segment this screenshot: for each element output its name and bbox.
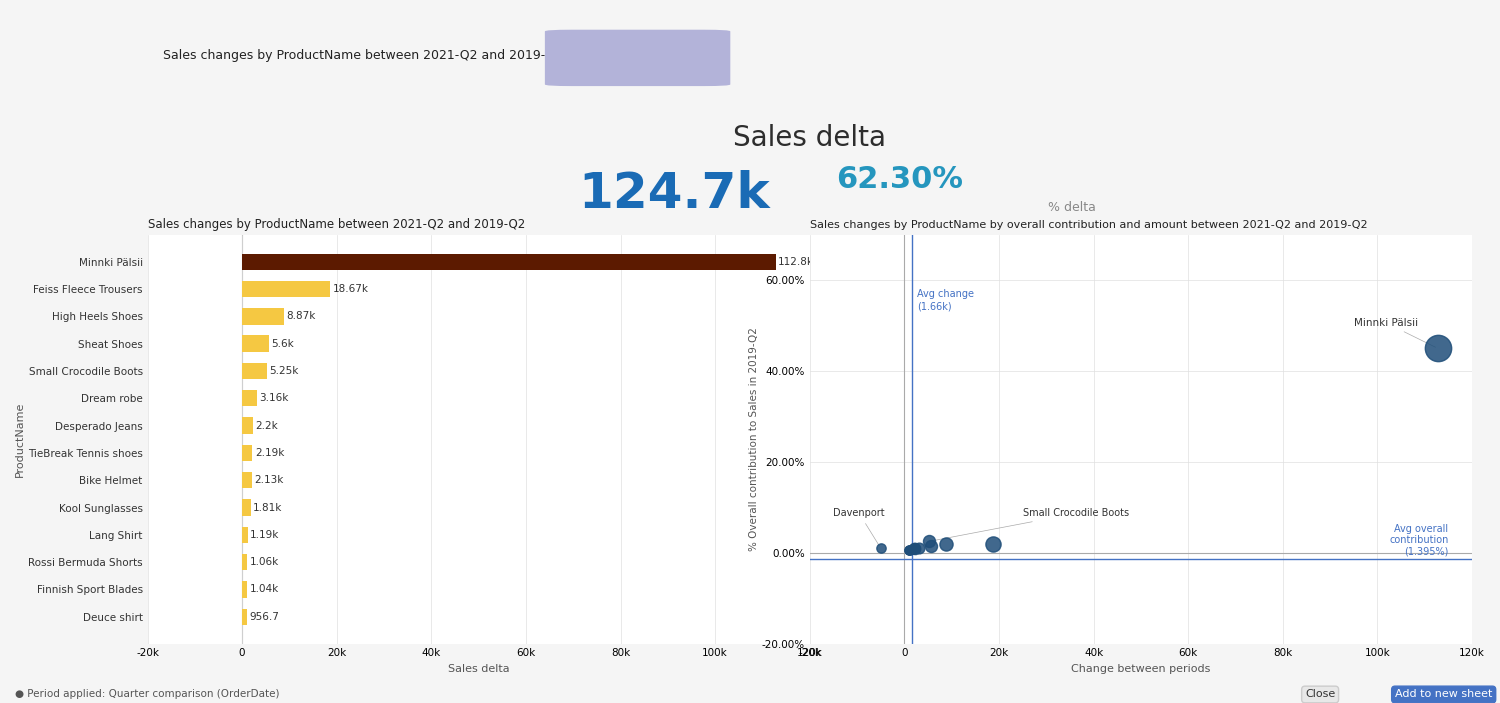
Text: 1.81k: 1.81k (254, 503, 282, 512)
Bar (242, 581, 248, 598)
Text: 956.7: 956.7 (249, 612, 279, 621)
Point (897, 545, 921, 556)
Text: 124.7k: 124.7k (579, 169, 770, 217)
Text: 2.2k: 2.2k (255, 420, 278, 431)
Text: 2.13k: 2.13k (255, 475, 284, 485)
Bar (242, 554, 248, 570)
FancyBboxPatch shape (544, 30, 730, 86)
Text: Sales changes by ProductName between 2021-Q2 and 2019-Q2: Sales changes by ProductName between 202… (147, 218, 525, 231)
Text: 5.6k: 5.6k (272, 339, 294, 349)
Point (916, 536, 940, 547)
Point (981, 538, 1005, 549)
Text: 18.67k: 18.67k (333, 284, 369, 294)
Text: Davenport: Davenport (834, 508, 885, 546)
Text: Sales changes by ProductName by overall contribution and amount between 2021-Q2 : Sales changes by ProductName by overall … (810, 220, 1368, 230)
Bar (242, 499, 250, 516)
Text: Sales changes by ProductName between 2021-Q2 and 2019-Q2: Sales changes by ProductName between 202… (164, 49, 564, 63)
Point (898, 544, 922, 555)
Point (903, 543, 927, 555)
Point (903, 543, 927, 554)
Point (934, 538, 958, 549)
Y-axis label: ProductName: ProductName (15, 401, 26, 477)
Point (902, 543, 926, 555)
Bar (242, 281, 330, 297)
Bar (242, 308, 284, 325)
Text: 5.25k: 5.25k (270, 366, 298, 376)
Point (908, 543, 932, 554)
Text: Avg overall
contribution
(1.395%): Avg overall contribution (1.395%) (1389, 524, 1449, 557)
Text: Close: Close (1305, 690, 1335, 699)
Bar (242, 390, 256, 406)
Text: Minnki Pälsii: Minnki Pälsii (1354, 318, 1436, 347)
Y-axis label: % Overall contribution to Sales in 2019-Q2: % Overall contribution to Sales in 2019-… (748, 328, 759, 551)
Text: 62.30%: 62.30% (837, 165, 963, 194)
Text: 1.04k: 1.04k (249, 584, 279, 595)
Bar (242, 472, 252, 489)
Text: 1.06k: 1.06k (249, 557, 279, 567)
Text: 112.8k: 112.8k (778, 257, 814, 266)
Bar (242, 335, 268, 352)
Text: Small Crocodile Boots: Small Crocodile Boots (932, 508, 1130, 541)
Bar (242, 445, 252, 461)
Text: 3.16k: 3.16k (260, 393, 290, 404)
Bar (242, 254, 776, 270)
Bar (242, 609, 246, 625)
Bar (242, 527, 248, 543)
Text: Period changes: Period changes (597, 51, 678, 61)
Point (897, 544, 921, 555)
Point (920, 541, 944, 552)
Text: Sales delta: Sales delta (734, 124, 886, 153)
Text: 2.19k: 2.19k (255, 448, 284, 458)
Point (1426, 343, 1450, 354)
Bar (242, 418, 252, 434)
Text: Add to new sheet: Add to new sheet (1395, 690, 1492, 699)
X-axis label: Sales delta: Sales delta (448, 664, 510, 674)
Point (903, 543, 927, 554)
Text: ● Period applied: Quarter comparison (OrderDate): ● Period applied: Quarter comparison (Or… (15, 690, 279, 699)
Text: 1.19k: 1.19k (251, 530, 279, 540)
Point (868, 543, 892, 554)
X-axis label: Change between periods: Change between periods (1071, 664, 1210, 674)
Text: % delta: % delta (1048, 201, 1096, 214)
Text: Avg change
(1.66k): Avg change (1.66k) (916, 290, 974, 311)
Text: 8.87k: 8.87k (286, 311, 316, 321)
Point (897, 544, 921, 555)
Bar (242, 363, 267, 379)
